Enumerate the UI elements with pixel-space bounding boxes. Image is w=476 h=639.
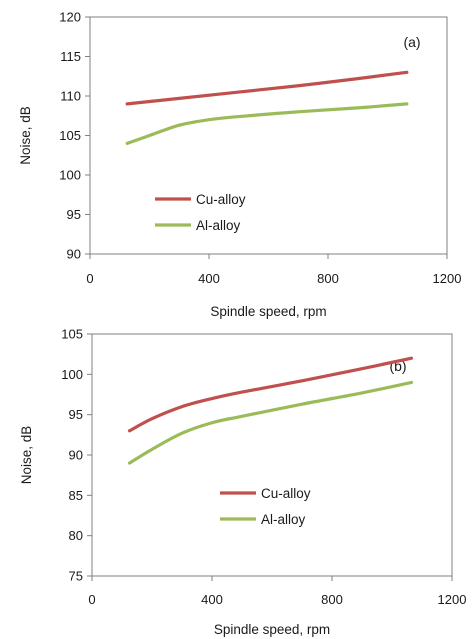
x-tick-label: 800	[317, 271, 339, 286]
x-tick-label: 0	[88, 592, 95, 607]
series-line-al-alloy	[125, 102, 409, 145]
y-tick-label: 115	[60, 49, 81, 64]
plot-frame	[89, 16, 448, 255]
x-tick-label: 800	[321, 592, 343, 607]
x-axis-label: Spindle speed, rpm	[214, 622, 330, 637]
y-tick-label: 95	[67, 207, 81, 222]
x-tick-label: 1200	[433, 271, 462, 286]
y-tick-label: 95	[69, 407, 83, 422]
x-tick-label: 400	[201, 592, 223, 607]
y-tick-label: 105	[59, 128, 81, 143]
y-axis-label: Noise, dB	[19, 426, 34, 485]
y-tick-label: 75	[69, 569, 83, 584]
series-line-cu-alloy	[125, 70, 409, 106]
y-axis-label: Noise, dB	[18, 106, 33, 165]
legend-label: Al-alloy	[196, 218, 241, 233]
y-tick-label: 100	[61, 367, 83, 382]
x-tick-label: 0	[86, 271, 93, 286]
y-tick-label: 110	[60, 89, 81, 104]
y-tick-label: 80	[69, 528, 83, 543]
y-tick-label: 100	[59, 168, 81, 183]
x-tick-label: 1200	[438, 592, 467, 607]
panel-label: (a)	[403, 34, 420, 50]
series-line-al-alloy	[127, 380, 414, 465]
legend-label: Cu-alloy	[261, 486, 311, 501]
y-tick-label: 105	[61, 327, 83, 342]
y-tick-label: 90	[69, 448, 83, 463]
series-line-cu-alloy	[127, 356, 414, 433]
y-tick-label: 85	[69, 488, 83, 503]
y-tick-label: 120	[59, 10, 81, 25]
y-tick-label: 90	[67, 247, 81, 262]
x-tick-label: 400	[198, 271, 220, 286]
chart-panel-b: 75 80 85 90 95 100 105 0 400 800 1200 Spindle speed…	[19, 327, 466, 638]
legend-label: Cu-alloy	[196, 192, 246, 207]
legend-label: Al-alloy	[261, 512, 306, 527]
x-axis-label: Spindle speed, rpm	[210, 304, 326, 319]
